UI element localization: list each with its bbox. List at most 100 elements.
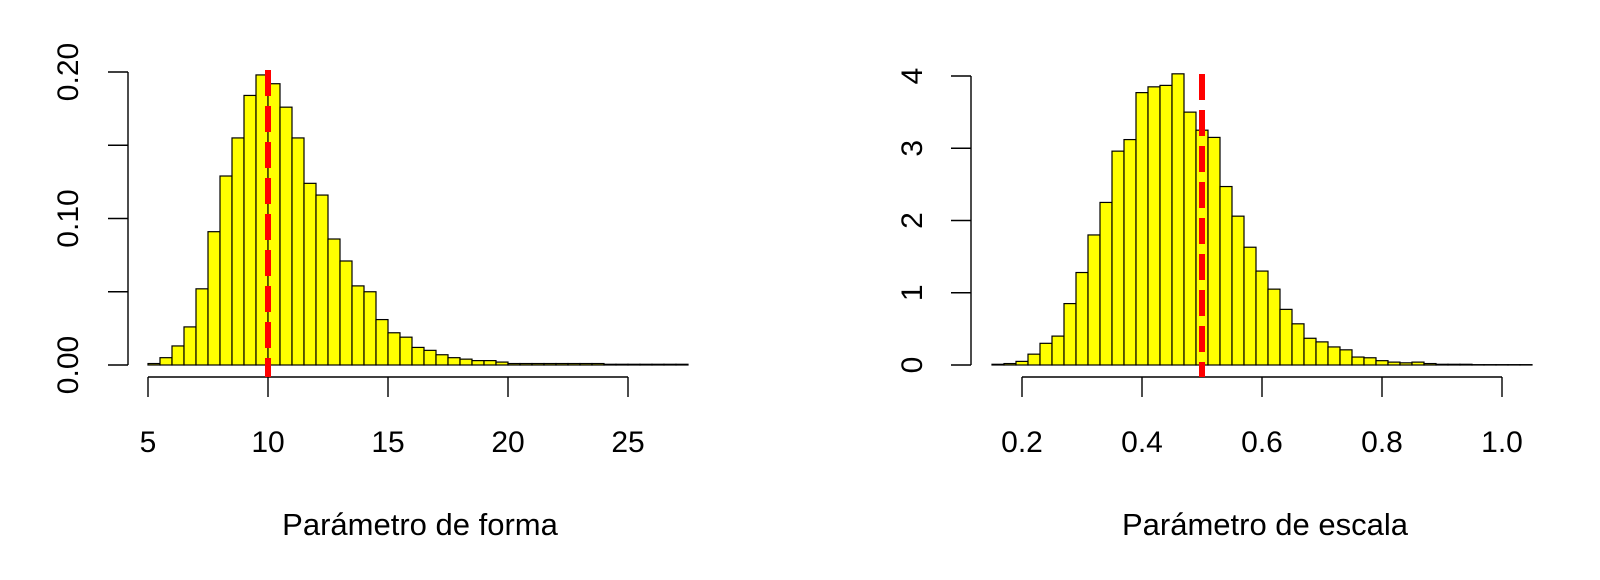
histogram-bar [1015, 360, 1029, 366]
histogram-bar [423, 349, 437, 366]
histogram-bar [195, 288, 209, 366]
histogram-bars [991, 73, 1533, 366]
histogram-bar [1267, 288, 1281, 366]
histogram-bar [1171, 73, 1185, 366]
histogram-bar [579, 362, 593, 366]
histogram-bar [615, 363, 629, 366]
histogram-bar [1087, 234, 1101, 366]
histogram-bar [435, 354, 449, 366]
histogram-bar [327, 238, 341, 366]
histogram-bar [675, 363, 689, 366]
y-axis: 0 1 2 3 4 [896, 68, 972, 374]
histogram-bar [1003, 362, 1017, 366]
x-tick-label: 0.6 [1241, 426, 1283, 459]
histogram-bar [1387, 361, 1401, 366]
histogram-bar [1303, 337, 1317, 366]
x-axis: 0.2 0.4 0.6 0.8 1.0 [1001, 376, 1523, 459]
histogram-bar [363, 291, 377, 366]
histogram-bar [1219, 185, 1233, 366]
x-tick-label: 1.0 [1481, 426, 1523, 459]
histogram-bar [1255, 270, 1269, 366]
histogram-bar [231, 137, 245, 366]
histogram-bar [651, 363, 665, 366]
histogram-bar [543, 362, 557, 366]
histogram-bar [1243, 246, 1257, 366]
histogram-bar [399, 336, 413, 366]
x-tick-label: 0.4 [1121, 426, 1163, 459]
histogram-bar [279, 106, 293, 366]
histogram-bar [471, 360, 485, 366]
histogram-bar [1135, 92, 1149, 366]
histogram-bar [291, 137, 305, 366]
histogram-bar [1039, 342, 1053, 366]
histogram-bar [1207, 136, 1221, 366]
histogram-bar [1459, 363, 1473, 366]
histogram-bar [991, 363, 1005, 366]
histogram-bar [387, 332, 401, 366]
histogram-bar [183, 326, 197, 366]
histogram-bar [411, 346, 425, 366]
y-tick-label: 0.20 [52, 43, 85, 101]
y-tick-label: 3 [896, 140, 929, 157]
histogram-bar [147, 362, 161, 366]
histogram-bar [507, 362, 521, 366]
x-tick-label: 0.8 [1361, 426, 1403, 459]
histogram-bar [1447, 363, 1461, 366]
x-tick-label: 25 [611, 426, 644, 459]
histogram-bar [159, 357, 173, 366]
histogram-bar [303, 182, 317, 366]
histogram-bar [663, 363, 677, 366]
y-tick-label: 0 [896, 357, 929, 374]
histogram-bar [375, 318, 389, 366]
histogram-bar [207, 231, 221, 366]
histogram-bar [1063, 302, 1077, 366]
histogram-bar [495, 361, 509, 366]
x-axis-title: Parámetro de escala [1122, 507, 1409, 542]
histogram-bars [147, 74, 689, 366]
histogram-bar [555, 362, 569, 366]
x-tick-label: 20 [491, 426, 524, 459]
histogram-bar [639, 363, 653, 366]
histogram-bar [567, 362, 581, 366]
histogram-bar [459, 358, 473, 366]
histogram-bar [1027, 353, 1041, 366]
histogram-bar [1291, 323, 1305, 366]
x-axis: 5 10 15 20 25 [140, 376, 645, 459]
x-tick-label: 5 [140, 426, 157, 459]
histogram-bar [483, 360, 497, 366]
histogram-bar [1399, 362, 1413, 366]
histogram-bar [1279, 308, 1293, 366]
y-tick-label: 4 [896, 68, 929, 85]
histogram-bar [243, 94, 257, 366]
y-tick-label: 2 [896, 212, 929, 229]
histogram-bar [1411, 361, 1425, 366]
histogram-bar [315, 194, 329, 366]
histogram-bar [1375, 360, 1389, 366]
y-tick-label: 1 [896, 284, 929, 301]
histogram-bar [519, 362, 533, 366]
histogram-bar [1123, 138, 1137, 366]
histogram-bar [1339, 349, 1353, 366]
histogram-bar [1351, 356, 1365, 366]
y-tick-label: 0.00 [52, 336, 85, 394]
x-tick-label: 15 [371, 426, 404, 459]
histogram-bar [1363, 357, 1377, 366]
histogram-bar [1111, 150, 1125, 366]
histogram-bar [339, 260, 353, 366]
histogram-bar [531, 362, 545, 366]
histogram-bar [1435, 363, 1449, 366]
shape-parameter-histogram: 0.00 0.10 0.20 5 10 15 20 25 Parámetro de form… [52, 43, 689, 542]
x-tick-label: 10 [251, 426, 284, 459]
x-axis-title: Parámetro de forma [282, 507, 558, 542]
histogram-bar [1315, 341, 1329, 366]
histogram-bar [1147, 86, 1161, 366]
histogram-bar [1099, 201, 1113, 366]
y-tick-label: 0.10 [52, 189, 85, 247]
histogram-bar [1051, 335, 1065, 366]
y-axis: 0.00 0.10 0.20 [52, 43, 129, 394]
histogram-bar [1327, 346, 1341, 366]
histogram-bar [171, 345, 185, 366]
histogram-bar [627, 363, 641, 366]
histogram-bar [603, 363, 617, 366]
